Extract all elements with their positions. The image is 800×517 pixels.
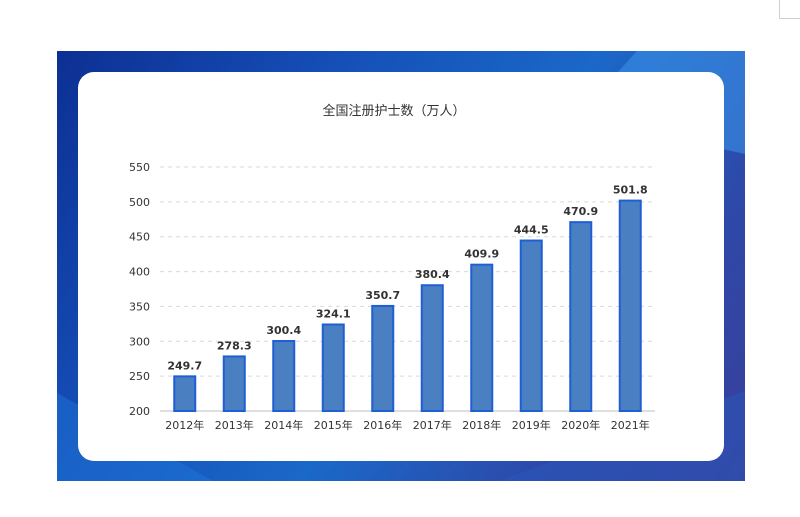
data-label: 278.3 — [217, 339, 252, 352]
x-tick-label: 2019年 — [512, 418, 551, 432]
bar — [272, 340, 296, 413]
x-tick-label: 2018年 — [462, 418, 501, 432]
bar-series — [173, 199, 642, 413]
bar — [470, 263, 494, 412]
data-label: 409.9 — [464, 248, 499, 261]
data-label: 249.7 — [167, 359, 202, 372]
bar — [173, 375, 197, 412]
bar — [519, 239, 543, 412]
y-tick-label: 450 — [129, 231, 150, 244]
y-tick-label: 500 — [129, 196, 150, 209]
x-tick-label: 2017年 — [413, 418, 452, 432]
data-label: 444.5 — [514, 224, 549, 237]
x-tick-label: 2020年 — [561, 418, 600, 432]
x-tick-label: 2021年 — [611, 418, 650, 432]
y-tick-label: 400 — [129, 266, 150, 279]
y-tick-label: 200 — [129, 405, 150, 418]
data-label: 501.8 — [613, 184, 648, 197]
data-label: 350.7 — [365, 289, 400, 302]
y-tick-label: 350 — [129, 300, 150, 313]
data-label: 324.1 — [316, 307, 351, 320]
x-tick-label: 2014年 — [264, 418, 303, 432]
chart-card: 全国注册护士数（万人） 200 250 300 350 400 450 500 550 249… — [78, 72, 724, 461]
bar — [569, 221, 593, 412]
data-label: 300.4 — [266, 324, 301, 337]
x-axis: 2012年 2013年 2014年 2015年 2016年 2017年 2018年 2019年… — [165, 418, 650, 432]
chart-title: 全国注册护士数（万人） — [322, 103, 465, 119]
data-label: 380.4 — [415, 268, 450, 281]
bar-chart: 全国注册护士数（万人） 200 250 300 350 400 450 500 550 249… — [129, 103, 655, 432]
data-labels: 249.7 278.3 300.4 324.1 350.7 380.4 409.9 444.5… — [167, 184, 647, 373]
page-corner-marker — [779, 0, 800, 19]
bar — [618, 199, 642, 412]
x-tick-label: 2015年 — [314, 418, 353, 432]
y-tick-label: 300 — [129, 335, 150, 348]
bar — [222, 355, 246, 413]
bar — [321, 323, 345, 412]
x-tick-label: 2012年 — [165, 418, 204, 432]
y-tick-label: 550 — [129, 161, 150, 174]
bar — [420, 284, 444, 412]
data-label: 470.9 — [563, 205, 598, 218]
bar — [371, 304, 395, 412]
x-tick-label: 2016年 — [363, 418, 402, 432]
y-tick-label: 250 — [129, 370, 150, 383]
x-tick-label: 2013年 — [215, 418, 254, 432]
